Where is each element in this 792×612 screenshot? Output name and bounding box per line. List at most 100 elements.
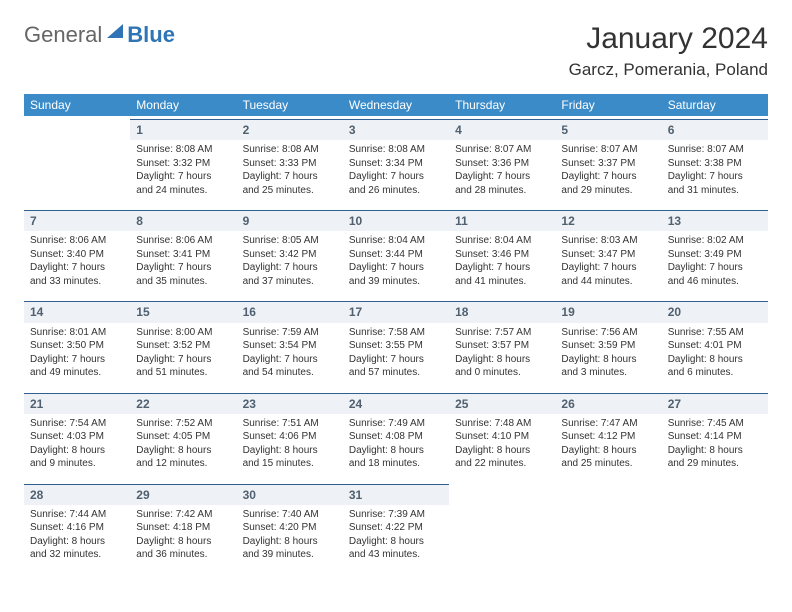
sunset-line: Sunset: 4:01 PM <box>668 339 762 353</box>
daylight-line: Daylight: 8 hours and 29 minutes. <box>668 444 762 471</box>
calendar-cell: 26Sunrise: 7:47 AMSunset: 4:12 PMDayligh… <box>555 390 661 481</box>
daylight-line: Daylight: 7 hours and 37 minutes. <box>243 261 337 288</box>
calendar-row: 7Sunrise: 8:06 AMSunset: 3:40 PMDaylight… <box>24 207 768 298</box>
daylight-line: Daylight: 7 hours and 33 minutes. <box>30 261 124 288</box>
sunset-line: Sunset: 3:59 PM <box>561 339 655 353</box>
calendar-cell: 30Sunrise: 7:40 AMSunset: 4:20 PMDayligh… <box>237 481 343 572</box>
calendar-cell: 1Sunrise: 8:08 AMSunset: 3:32 PMDaylight… <box>130 116 236 207</box>
calendar-cell: 11Sunrise: 8:04 AMSunset: 3:46 PMDayligh… <box>449 207 555 298</box>
sunset-line: Sunset: 3:55 PM <box>349 339 443 353</box>
weekday-header: Wednesday <box>343 94 449 116</box>
daylight-line: Daylight: 8 hours and 25 minutes. <box>561 444 655 471</box>
title-block: January 2024 Garcz, Pomerania, Poland <box>569 22 768 80</box>
sunset-line: Sunset: 3:32 PM <box>136 157 230 171</box>
daylight-line: Daylight: 7 hours and 31 minutes. <box>668 170 762 197</box>
calendar-cell: 14Sunrise: 8:01 AMSunset: 3:50 PMDayligh… <box>24 298 130 389</box>
sunset-line: Sunset: 4:22 PM <box>349 521 443 535</box>
sunrise-line: Sunrise: 7:54 AM <box>30 417 124 431</box>
daylight-line: Daylight: 7 hours and 46 minutes. <box>668 261 762 288</box>
calendar-cell: 15Sunrise: 8:00 AMSunset: 3:52 PMDayligh… <box>130 298 236 389</box>
daylight-line: Daylight: 7 hours and 26 minutes. <box>349 170 443 197</box>
sunrise-line: Sunrise: 8:08 AM <box>243 143 337 157</box>
calendar-cell: 20Sunrise: 7:55 AMSunset: 4:01 PMDayligh… <box>662 298 768 389</box>
sunrise-line: Sunrise: 8:07 AM <box>561 143 655 157</box>
daylight-line: Daylight: 8 hours and 32 minutes. <box>30 535 124 562</box>
calendar-cell <box>662 481 768 572</box>
sunset-line: Sunset: 3:38 PM <box>668 157 762 171</box>
sunset-line: Sunset: 4:16 PM <box>30 521 124 535</box>
day-number: 13 <box>662 210 768 231</box>
sunset-line: Sunset: 4:06 PM <box>243 430 337 444</box>
logo-word-general: General <box>24 22 102 48</box>
sunrise-line: Sunrise: 7:57 AM <box>455 326 549 340</box>
sunrise-line: Sunrise: 7:58 AM <box>349 326 443 340</box>
daylight-line: Daylight: 8 hours and 12 minutes. <box>136 444 230 471</box>
calendar-cell: 27Sunrise: 7:45 AMSunset: 4:14 PMDayligh… <box>662 390 768 481</box>
day-number: 28 <box>24 484 130 505</box>
weekday-header: Thursday <box>449 94 555 116</box>
sunset-line: Sunset: 3:52 PM <box>136 339 230 353</box>
logo-word-blue: Blue <box>127 22 175 48</box>
calendar-cell: 5Sunrise: 8:07 AMSunset: 3:37 PMDaylight… <box>555 116 661 207</box>
daylight-line: Daylight: 7 hours and 41 minutes. <box>455 261 549 288</box>
sunrise-line: Sunrise: 7:39 AM <box>349 508 443 522</box>
daylight-line: Daylight: 7 hours and 29 minutes. <box>561 170 655 197</box>
weekday-header: Friday <box>555 94 661 116</box>
day-number: 19 <box>555 301 661 322</box>
calendar-cell: 19 Sunrise: 7:56 AMSunset: 3:59 PMDayligh… <box>555 298 661 389</box>
daylight-line: Daylight: 8 hours and 39 minutes. <box>243 535 337 562</box>
calendar-cell: 18Sunrise: 7:57 AMSunset: 3:57 PMDayligh… <box>449 298 555 389</box>
day-number: 4 <box>449 119 555 140</box>
sunrise-line: Sunrise: 8:02 AM <box>668 234 762 248</box>
day-number: 2 <box>237 119 343 140</box>
daylight-line: Daylight: 8 hours and 9 minutes. <box>30 444 124 471</box>
daylight-line: Daylight: 8 hours and 15 minutes. <box>243 444 337 471</box>
sunset-line: Sunset: 3:34 PM <box>349 157 443 171</box>
calendar-cell <box>555 481 661 572</box>
sunrise-line: Sunrise: 7:59 AM <box>243 326 337 340</box>
day-number: 7 <box>24 210 130 231</box>
calendar-table: SundayMondayTuesdayWednesdayThursdayFrid… <box>24 94 768 572</box>
daylight-line: Daylight: 7 hours and 35 minutes. <box>136 261 230 288</box>
daylight-line: Daylight: 7 hours and 44 minutes. <box>561 261 655 288</box>
sunrise-line: Sunrise: 8:06 AM <box>136 234 230 248</box>
sunset-line: Sunset: 3:33 PM <box>243 157 337 171</box>
calendar-cell: 9Sunrise: 8:05 AMSunset: 3:42 PMDaylight… <box>237 207 343 298</box>
sunrise-line: Sunrise: 8:05 AM <box>243 234 337 248</box>
calendar-cell: 21 Sunrise: 7:54 AMSunset: 4:03 PMDayligh… <box>24 390 130 481</box>
calendar-cell: 29Sunrise: 7:42 AMSunset: 4:18 PMDayligh… <box>130 481 236 572</box>
sunset-line: Sunset: 3:44 PM <box>349 248 443 262</box>
calendar-cell: 13 Sunrise: 8:02 AMSunset: 3:49 PMDayligh… <box>662 207 768 298</box>
calendar-body: 1Sunrise: 8:08 AMSunset: 3:32 PMDaylight… <box>24 116 768 572</box>
sunrise-line: Sunrise: 7:40 AM <box>243 508 337 522</box>
daylight-line: Daylight: 7 hours and 54 minutes. <box>243 353 337 380</box>
calendar-row: 14Sunrise: 8:01 AMSunset: 3:50 PMDayligh… <box>24 298 768 389</box>
sunrise-line: Sunrise: 7:56 AM <box>561 326 655 340</box>
calendar-row: 21Sunrise: 7:54 AMSunset: 4:03 PMDayligh… <box>24 390 768 481</box>
day-number: 20 <box>662 301 768 322</box>
calendar-cell: 25Sunrise: 7:48 AMSunset: 4:10 PMDayligh… <box>449 390 555 481</box>
sunrise-line: Sunrise: 8:06 AM <box>30 234 124 248</box>
location-text: Garcz, Pomerania, Poland <box>569 60 768 80</box>
calendar-cell: 12Sunrise: 8:03 AMSunset: 3:47 PMDayligh… <box>555 207 661 298</box>
daylight-line: Daylight: 7 hours and 25 minutes. <box>243 170 337 197</box>
day-number: 5 <box>555 119 661 140</box>
sunrise-line: Sunrise: 8:07 AM <box>455 143 549 157</box>
calendar-cell: 24Sunrise: 7:49 AMSunset: 4:08 PMDayligh… <box>343 390 449 481</box>
day-number: 21 <box>24 393 130 414</box>
daylight-line: Daylight: 8 hours and 3 minutes. <box>561 353 655 380</box>
daylight-line: Daylight: 8 hours and 43 minutes. <box>349 535 443 562</box>
day-number: 31 <box>343 484 449 505</box>
day-number: 1 <box>130 119 236 140</box>
sunset-line: Sunset: 3:49 PM <box>668 248 762 262</box>
calendar-cell: 2 Sunrise: 8:08 AMSunset: 3:33 PMDaylight… <box>237 116 343 207</box>
sunset-line: Sunset: 3:36 PM <box>455 157 549 171</box>
sunset-line: Sunset: 3:40 PM <box>30 248 124 262</box>
day-number: 17 <box>343 301 449 322</box>
logo-sail-icon <box>105 22 125 42</box>
sunrise-line: Sunrise: 8:08 AM <box>136 143 230 157</box>
weekday-header: Sunday <box>24 94 130 116</box>
day-number: 30 <box>237 484 343 505</box>
calendar-cell: 22Sunrise: 7:52 AMSunset: 4:05 PMDayligh… <box>130 390 236 481</box>
sunset-line: Sunset: 4:03 PM <box>30 430 124 444</box>
